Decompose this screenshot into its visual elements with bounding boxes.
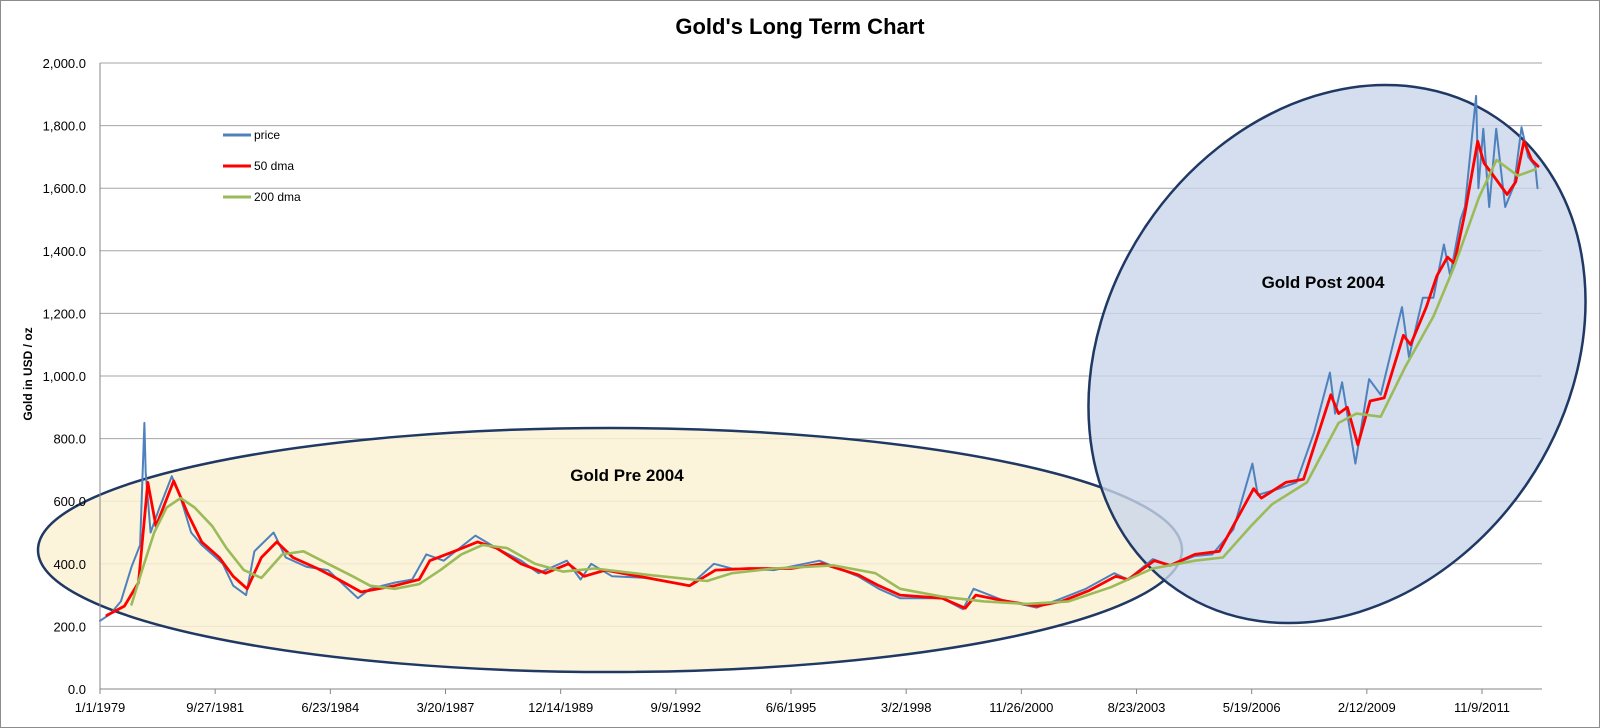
y-tick-label: 1,800.0 <box>43 119 86 134</box>
x-tick-label: 3/20/1987 <box>417 700 475 715</box>
x-tick-label: 6/6/1995 <box>766 700 817 715</box>
x-tick-label: 5/19/2006 <box>1223 700 1281 715</box>
legend-label-price: price <box>254 128 280 142</box>
legend-label-50dma: 50 dma <box>254 159 294 173</box>
y-tick-label: 400.0 <box>53 557 86 572</box>
y-tick-label: 1,200.0 <box>43 306 86 321</box>
y-tick-label: 600.0 <box>53 494 86 509</box>
x-tick-label: 1/1/1979 <box>75 700 126 715</box>
annotation-pre-2004: Gold Pre 2004 <box>570 466 684 485</box>
legend: price 50 dma 200 dma <box>223 128 301 204</box>
x-tick-label: 9/27/1981 <box>186 700 244 715</box>
y-tick-label: 200.0 <box>53 619 86 634</box>
y-tick-label: 2,000.0 <box>43 56 86 71</box>
axes: 0.0 200.0 400.0 600.0 800.0 1,000.0 1,200.0 1,4… <box>43 56 1542 715</box>
y-tick-label: 0.0 <box>68 682 86 697</box>
annotation-ellipses <box>36 83 1587 674</box>
x-tick-label: 11/9/2011 <box>1454 700 1510 715</box>
series-line-200-dma <box>130 158 1537 606</box>
chart-title: Gold's Long Term Chart <box>675 14 925 39</box>
y-tick-label: 1,600.0 <box>43 181 86 196</box>
x-tick-label: 8/23/2003 <box>1108 700 1166 715</box>
x-tick-label: 2/12/2009 <box>1338 700 1396 715</box>
y-tick-label: 1,000.0 <box>43 369 86 384</box>
x-tick-label: 6/23/1984 <box>301 700 359 715</box>
y-tick-label: 800.0 <box>53 432 86 447</box>
x-tick-label: 12/14/1989 <box>528 700 593 715</box>
annotation-post-2004: Gold Post 2004 <box>1262 273 1385 292</box>
x-tick-label: 11/26/2000 <box>989 700 1053 715</box>
series-lines <box>99 94 1540 622</box>
annotation-labels: Gold Pre 2004 Gold Post 2004 <box>570 273 1385 485</box>
y-axis-label: Gold in USD / oz <box>21 327 35 420</box>
x-tick-label: 3/2/1998 <box>881 700 932 715</box>
x-tick-label: 9/9/1992 <box>651 700 702 715</box>
legend-label-200dma: 200 dma <box>254 190 301 204</box>
y-tick-label: 1,400.0 <box>43 244 86 259</box>
series-line-50-dma <box>105 139 1540 617</box>
